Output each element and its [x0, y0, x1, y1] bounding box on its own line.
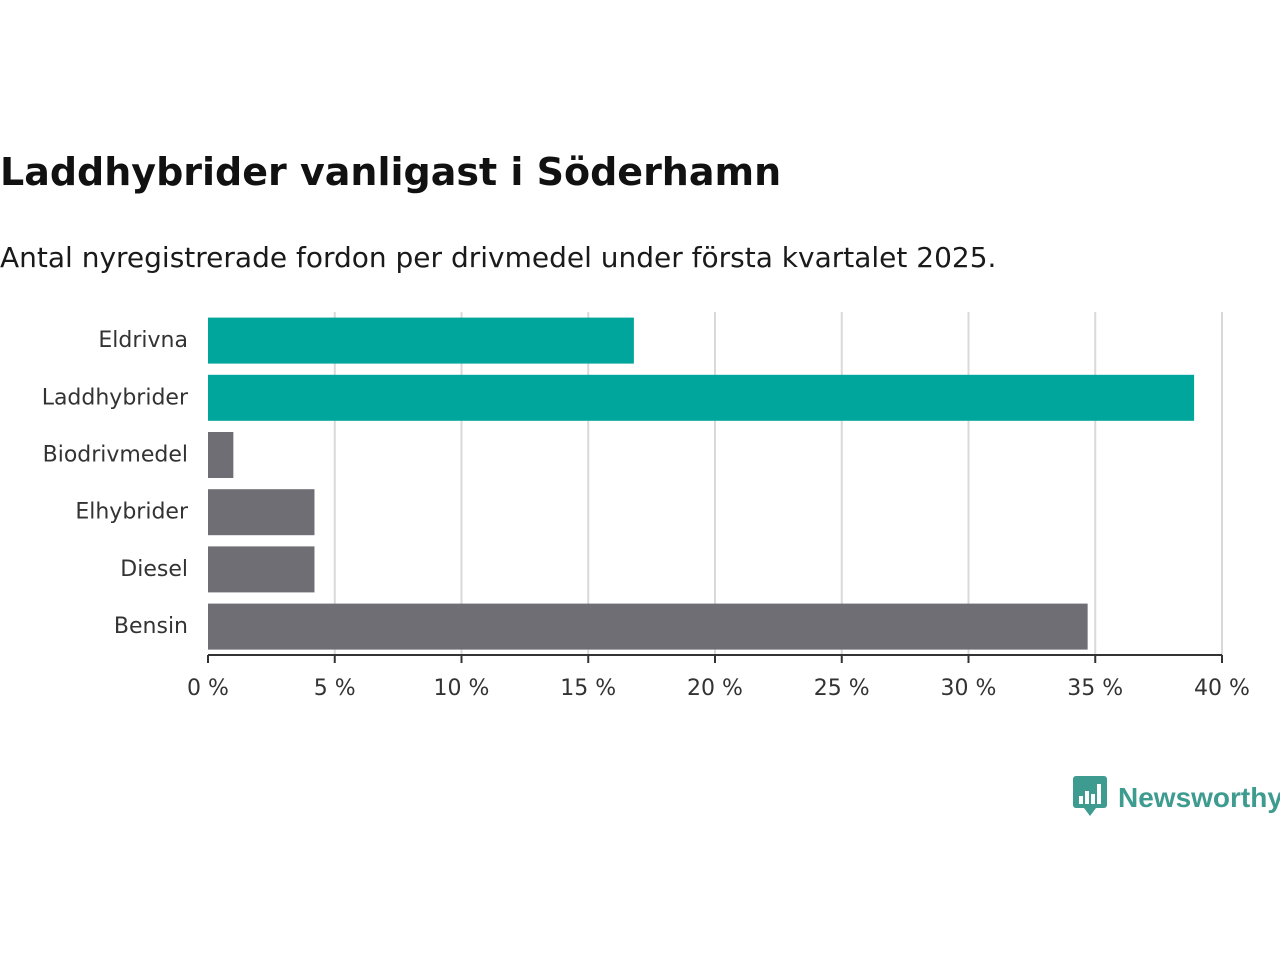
x-tick-label: 30 % [941, 676, 997, 701]
category-labels: Eldrivna Laddhybrider Biodrivmedel Elhybrid… [42, 328, 189, 639]
grid-lines [333, 312, 1223, 655]
bar-chart: 0 % 5 % 10 % 15 % 20 % 25 % 30 % 35 % 40 % Eldri… [42, 312, 1250, 701]
newsworthy-logo-icon [1072, 775, 1108, 821]
x-tick-label: 15 % [560, 676, 616, 701]
category-label: Diesel [120, 557, 188, 582]
bar-eldrivna [208, 317, 634, 364]
brand-name: Newsworthy [1118, 782, 1280, 813]
brand-logo: Newsworthy [1072, 775, 1280, 821]
x-tick-label: 25 % [814, 676, 870, 701]
category-label: Eldrivna [98, 328, 188, 353]
chart-title: Laddhybrider vanligast i Söderhamn [0, 150, 782, 194]
x-tick-label: 5 % [314, 676, 356, 701]
category-label: Biodrivmedel [43, 443, 188, 468]
bar-elhybrider [208, 489, 315, 536]
bar-bensin [208, 603, 1088, 650]
x-tick-label: 35 % [1067, 676, 1123, 701]
bar-laddhybrider [208, 374, 1195, 421]
bars [208, 317, 1195, 650]
x-tick-label: 40 % [1194, 676, 1250, 701]
bar-diesel [208, 546, 315, 593]
x-tick-label: 10 % [434, 676, 490, 701]
bar-biodrivmedel [208, 432, 234, 478]
category-label: Elhybrider [75, 500, 189, 525]
category-label: Laddhybrider [42, 385, 189, 410]
category-label: Bensin [114, 614, 188, 639]
chart-subtitle: Antal nyregistrerade fordon per drivmede… [0, 241, 997, 274]
x-tick-label: 0 % [187, 676, 229, 701]
x-tick-label: 20 % [687, 676, 743, 701]
x-axis: 0 % 5 % 10 % 15 % 20 % 25 % 30 % 35 % 40 % [187, 654, 1250, 701]
